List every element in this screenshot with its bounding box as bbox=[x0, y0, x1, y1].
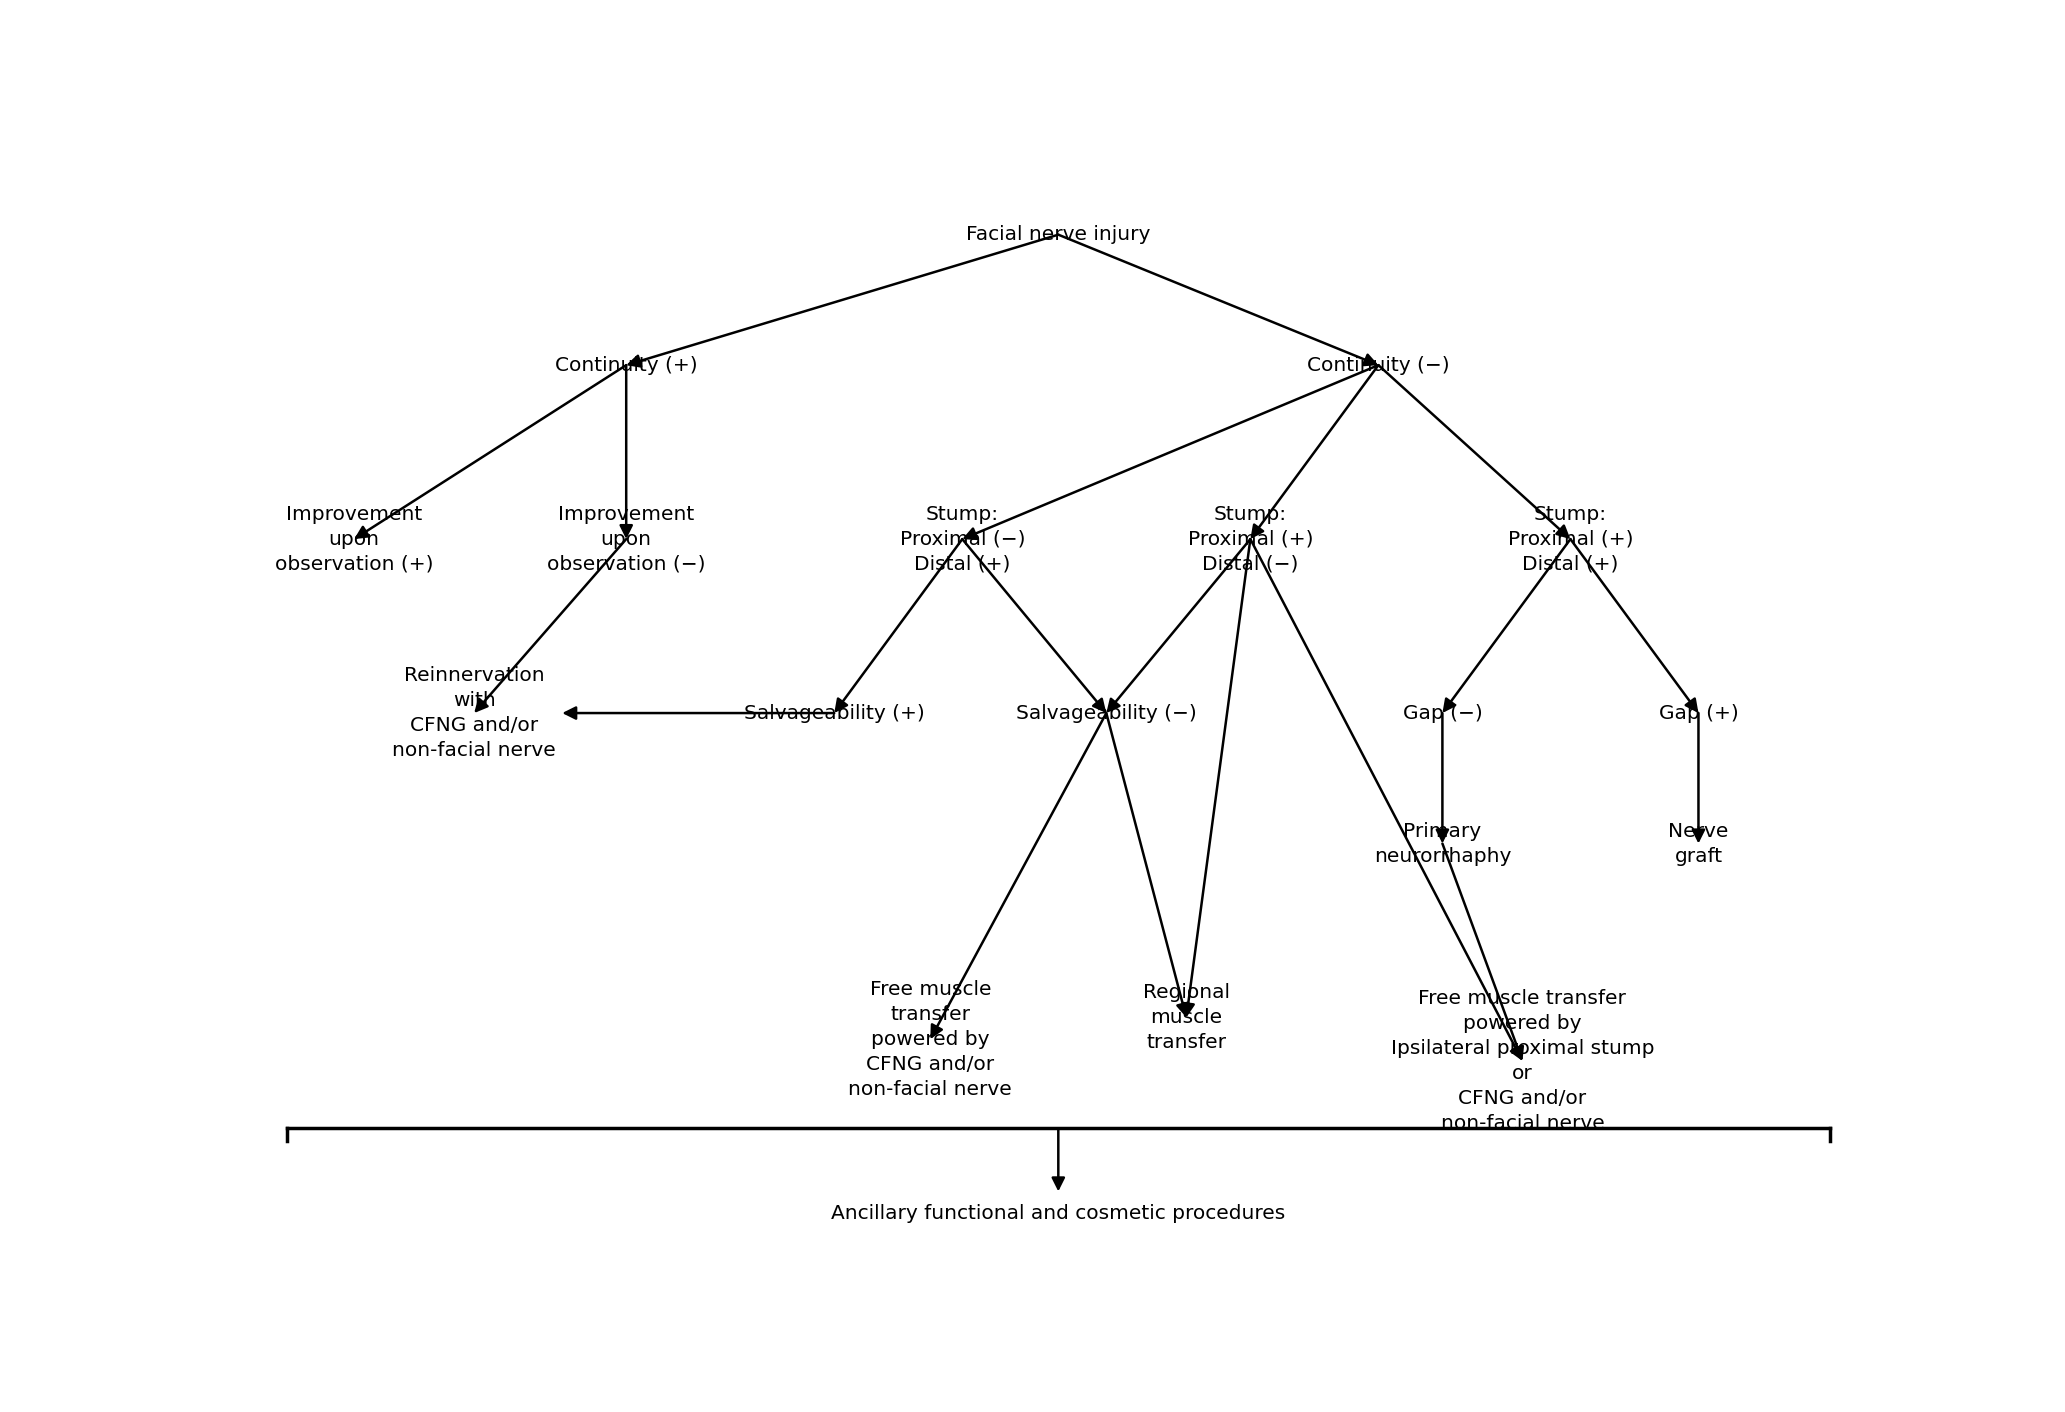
Text: Stump:
Proximal (+)
Distal (+): Stump: Proximal (+) Distal (+) bbox=[1507, 504, 1633, 573]
Text: Improvement
upon
observation (−): Improvement upon observation (−) bbox=[547, 504, 706, 573]
Text: Stump:
Proximal (+)
Distal (−): Stump: Proximal (+) Distal (−) bbox=[1187, 504, 1313, 573]
Text: Free muscle
transfer
powered by
CFNG and/or
non-facial nerve: Free muscle transfer powered by CFNG and… bbox=[849, 980, 1012, 1099]
Text: Gap (+): Gap (+) bbox=[1658, 703, 1739, 723]
Text: Facial nerve injury: Facial nerve injury bbox=[966, 225, 1150, 244]
Text: Improvement
upon
observation (+): Improvement upon observation (+) bbox=[275, 504, 434, 573]
Text: Regional
muscle
transfer: Regional muscle transfer bbox=[1142, 983, 1231, 1052]
Text: Continuity (+): Continuity (+) bbox=[555, 356, 698, 374]
Text: Free muscle transfer
powered by
Ipsilateral proximal stump
or
CFNG and/or
non-fa: Free muscle transfer powered by Ipsilate… bbox=[1390, 988, 1654, 1132]
Text: Ancillary functional and cosmetic procedures: Ancillary functional and cosmetic proced… bbox=[832, 1203, 1284, 1223]
Text: Primary
neurorrhaphy: Primary neurorrhaphy bbox=[1373, 822, 1512, 866]
Text: Nerve
graft: Nerve graft bbox=[1669, 822, 1728, 866]
Text: Gap (−): Gap (−) bbox=[1402, 703, 1483, 723]
Text: Stump:
Proximal (−)
Distal (+): Stump: Proximal (−) Distal (+) bbox=[900, 504, 1024, 573]
Text: Continuity (−): Continuity (−) bbox=[1307, 356, 1450, 374]
Text: Reinnervation
with
CFNG and/or
non-facial nerve: Reinnervation with CFNG and/or non-facia… bbox=[392, 666, 555, 760]
Text: Salvageability (+): Salvageability (+) bbox=[743, 703, 925, 723]
Text: Salvageability (−): Salvageability (−) bbox=[1016, 703, 1198, 723]
